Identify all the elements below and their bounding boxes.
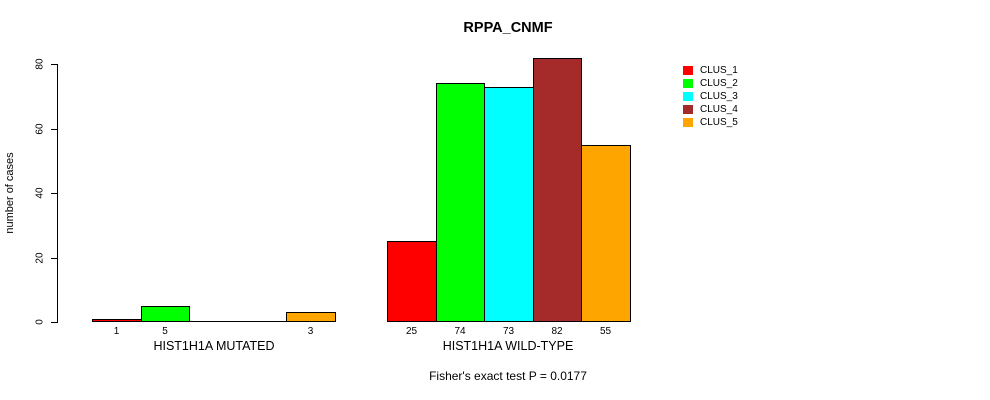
legend-row-CLUS_2: CLUS_2: [683, 77, 738, 90]
bar-CLUS_3-group1: [189, 321, 239, 322]
bar-value-label: 82: [551, 326, 563, 337]
legend-label: CLUS_3: [700, 91, 738, 102]
bar-value-label: 73: [502, 326, 515, 337]
bar-CLUS_4-group2: [533, 58, 582, 322]
y-axis-label: number of cases: [4, 152, 16, 234]
legend-label: CLUS_1: [700, 65, 738, 76]
bar-value-label: 3: [307, 326, 314, 337]
legend-row-CLUS_5: CLUS_5: [683, 116, 738, 129]
bar-value-label: 5: [162, 326, 168, 337]
legend-row-CLUS_4: CLUS_4: [683, 103, 738, 116]
legend-swatch: [683, 118, 693, 127]
bar-value-label: 55: [599, 326, 612, 337]
legend-swatch: [683, 79, 693, 88]
legend-swatch: [683, 105, 693, 114]
chart-title: RPPA_CNMF: [463, 20, 553, 36]
bar-CLUS_2-group1: [141, 306, 190, 322]
legend-label: CLUS_4: [700, 104, 738, 115]
legend-label: CLUS_2: [700, 78, 738, 89]
bar-value-label: 74: [454, 326, 466, 337]
y-tick-mark: [51, 129, 57, 130]
bar-CLUS_1-group1: [92, 319, 142, 322]
legend: CLUS_1 CLUS_2 CLUS_3 CLUS_4 CLUS_5: [683, 64, 738, 129]
bar-CLUS_4-group1: [238, 321, 287, 322]
y-tick-mark: [51, 322, 57, 323]
y-tick-mark: [51, 64, 57, 65]
legend-swatch: [683, 92, 693, 101]
bar-value-label: 25: [405, 326, 418, 337]
bar-CLUS_3-group2: [484, 87, 534, 322]
group-label-mutated: HIST1H1A MUTATED: [153, 339, 275, 353]
y-axis-line: [57, 64, 58, 323]
bar-CLUS_2-group2: [436, 83, 485, 322]
group-label-wild-type: HIST1H1A WILD-TYPE: [442, 339, 574, 353]
bar-CLUS_5-group2: [581, 145, 631, 322]
bar-value-label: 1: [113, 326, 120, 337]
legend-label: CLUS_5: [700, 117, 738, 128]
bar-CLUS_1-group2: [387, 241, 437, 322]
y-tick-label: 20: [34, 252, 46, 264]
legend-row-CLUS_1: CLUS_1: [683, 64, 738, 77]
fisher-test-label: Fisher's exact test P = 0.0177: [429, 369, 587, 383]
y-tick-label: 0: [34, 319, 46, 325]
y-tick-mark: [51, 258, 57, 259]
bar-CLUS_5-group1: [286, 312, 336, 322]
y-tick-label: 80: [34, 58, 46, 70]
y-tick-label: 60: [34, 123, 46, 135]
legend-swatch: [683, 66, 693, 75]
legend-row-CLUS_3: CLUS_3: [683, 90, 738, 103]
y-tick-mark: [51, 193, 57, 194]
y-tick-label: 40: [34, 187, 46, 199]
